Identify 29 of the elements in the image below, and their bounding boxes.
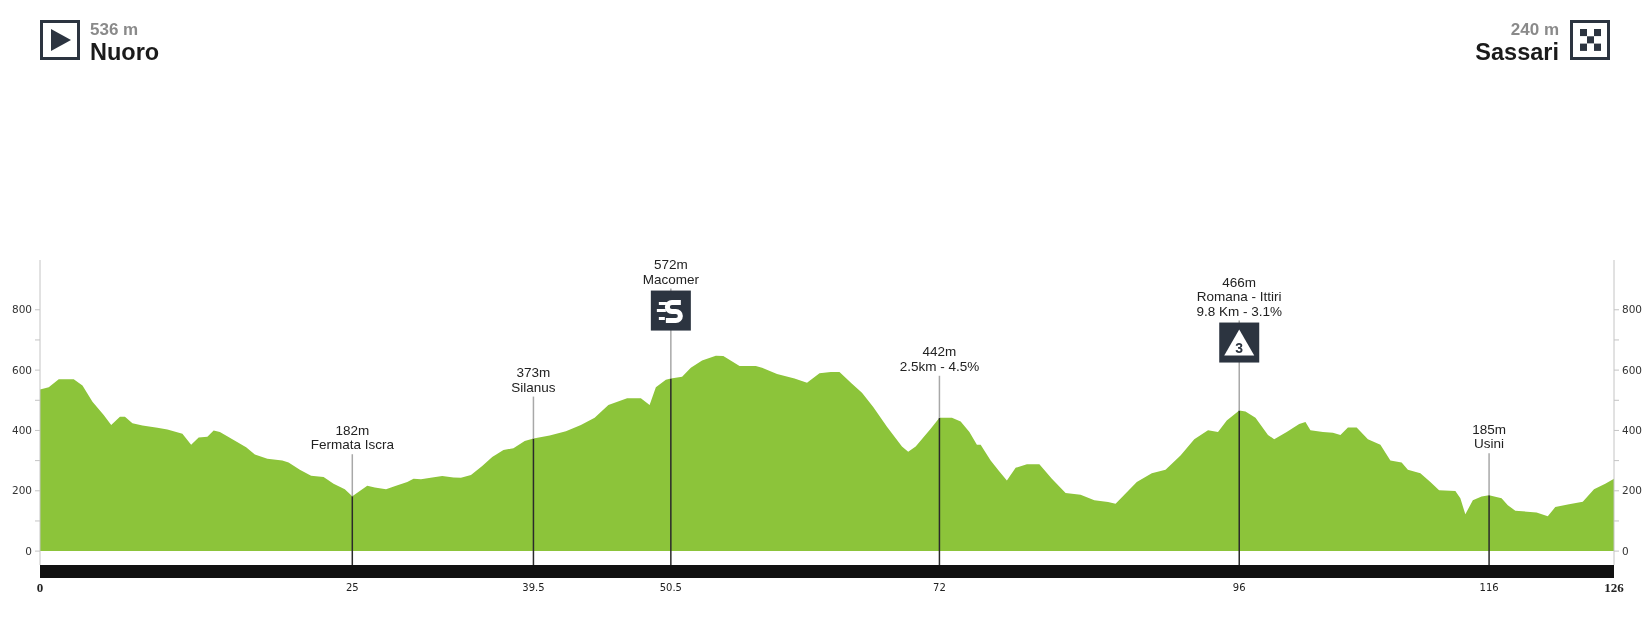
x-tick-label: 72 — [933, 581, 946, 593]
x-tick-label: 126 — [1604, 579, 1625, 595]
x-tick-label: 39.5 — [522, 581, 545, 593]
x-tick-label: 96 — [1232, 581, 1246, 593]
annotation: 442m 2.5km - 4.5% — [899, 344, 980, 374]
annotation: 373m Silanus — [511, 365, 556, 395]
text: 240 m — [1510, 19, 1559, 39]
x-tick-label: 0 — [36, 579, 44, 595]
annotation: 185m Usini — [1472, 421, 1506, 452]
y2-tick-label: 600 — [1622, 363, 1643, 376]
y-tick-label: 800 — [11, 303, 32, 316]
y2-tick-label: 800 — [1622, 303, 1643, 316]
y-tick-label: 0 — [25, 544, 32, 557]
text: 536 m — [90, 19, 139, 39]
x-tick-label: 116 — [1479, 581, 1499, 593]
text: Nuoro — [90, 38, 160, 65]
y-tick-label: 600 — [11, 363, 32, 376]
y-tick-label: 400 — [11, 424, 32, 437]
y2-tick-label: 400 — [1622, 424, 1643, 437]
annotation: 3 — [1235, 339, 1244, 356]
annotation: 572m Macomer — [642, 257, 700, 287]
y2-tick-label: 0 — [1622, 544, 1629, 557]
x-tick-label: 50.5 — [659, 581, 682, 593]
y2-tick-label: 200 — [1622, 484, 1643, 497]
y-tick-label: 200 — [11, 484, 32, 497]
x-tick-label: 25 — [345, 581, 359, 593]
text: Sassari — [1475, 38, 1559, 65]
annotation: 182m Fermata Iscra — [310, 422, 395, 453]
annotation: 466m Romana - Ittiri 9.8 Km - 3.1% — [1196, 274, 1283, 319]
